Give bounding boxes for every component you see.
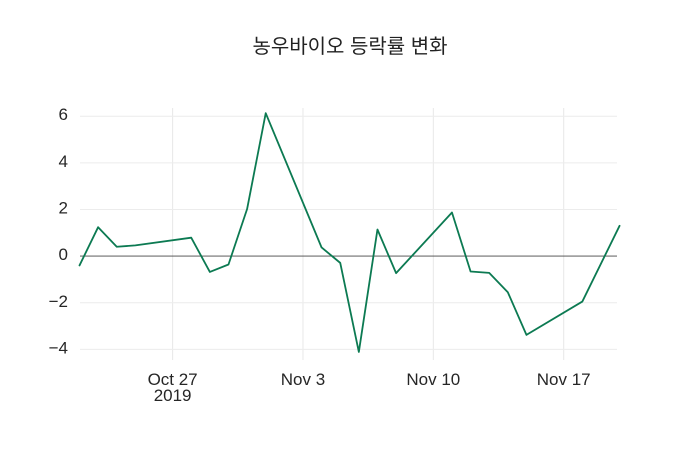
- svg-text:−2: −2: [49, 292, 68, 311]
- svg-text:2: 2: [59, 199, 68, 218]
- svg-text:0: 0: [59, 245, 68, 264]
- svg-text:6: 6: [59, 105, 68, 124]
- svg-text:Nov 17: Nov 17: [537, 370, 591, 389]
- svg-text:Nov 3: Nov 3: [281, 370, 325, 389]
- svg-text:Nov 10: Nov 10: [406, 370, 460, 389]
- svg-text:−4: −4: [49, 339, 68, 358]
- svg-text:4: 4: [59, 152, 68, 171]
- svg-text:2019: 2019: [154, 386, 192, 405]
